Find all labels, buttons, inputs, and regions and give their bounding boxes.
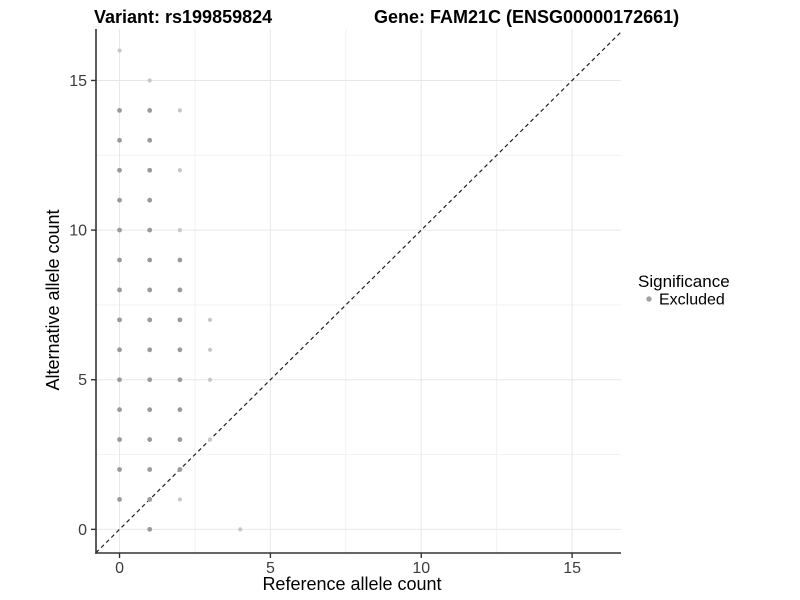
- data-point: [177, 347, 183, 353]
- data-point: [147, 197, 153, 203]
- data-point: [147, 287, 153, 293]
- data-point: [117, 197, 122, 203]
- data-point: [207, 377, 213, 382]
- data-point: [117, 377, 122, 383]
- data-point: [147, 526, 153, 532]
- data-point: [117, 257, 122, 263]
- identity-dashed-line: [95, 31, 622, 554]
- data-point: [238, 527, 243, 532]
- data-point: [117, 317, 122, 323]
- data-point: [147, 137, 153, 143]
- data-point: [117, 48, 122, 53]
- data-point: [117, 227, 122, 233]
- data-point: [147, 467, 153, 472]
- data-point: [207, 347, 213, 352]
- tick-label: 5: [266, 560, 275, 577]
- y-axis-tick-labels: 0 5 10 15: [69, 73, 87, 539]
- data-point: [177, 407, 183, 413]
- tick-label: 0: [115, 560, 124, 577]
- data-point: [147, 497, 153, 502]
- x-axis-tick-labels: 0 5 10 15: [115, 560, 581, 577]
- data-point: [117, 497, 122, 502]
- data-point: [147, 317, 153, 323]
- legend-title: Significance: [638, 272, 730, 291]
- data-point: [177, 377, 183, 383]
- data-point: [147, 227, 153, 233]
- data-point: [177, 437, 183, 442]
- data-point: [147, 437, 153, 442]
- data-point: [147, 377, 153, 383]
- data-point: [147, 257, 153, 263]
- legend-excluded-label: Excluded: [659, 292, 725, 309]
- data-point: [177, 257, 183, 263]
- data-point: [207, 317, 213, 322]
- y-axis-label: Alternative allele count: [43, 209, 63, 390]
- x-axis-tick-marks: [118, 553, 573, 558]
- major-gridlines: [96, 29, 621, 553]
- data-point: [117, 167, 122, 173]
- data-point: [147, 347, 153, 353]
- data-point: [147, 78, 152, 83]
- tick-label: 5: [78, 372, 87, 389]
- data-point: [117, 137, 122, 143]
- data-point: [177, 287, 183, 293]
- data-point: [177, 497, 182, 502]
- plot-title-gene: Gene: FAM21C (ENSG00000172661): [374, 7, 679, 27]
- data-point: [117, 407, 122, 413]
- tick-label: 0: [78, 522, 87, 539]
- tick-label: 10: [69, 223, 87, 240]
- data-point: [117, 287, 122, 293]
- data-point: [147, 167, 153, 173]
- scatter-points: [117, 48, 243, 532]
- tick-label: 15: [69, 73, 87, 90]
- data-point: [147, 107, 153, 113]
- data-point: [117, 347, 122, 353]
- tick-label: 10: [412, 560, 430, 577]
- data-point: [177, 108, 182, 113]
- data-point: [117, 107, 122, 113]
- x-axis-label: Reference allele count: [262, 574, 441, 594]
- data-point: [177, 168, 182, 173]
- data-point: [177, 228, 182, 233]
- data-point: [177, 467, 183, 472]
- legend-excluded-point-icon: [646, 296, 652, 302]
- y-axis-tick-marks: [91, 79, 96, 531]
- data-point: [207, 437, 213, 442]
- data-point: [147, 407, 153, 413]
- data-point: [117, 467, 122, 472]
- data-point: [117, 437, 122, 442]
- legend: Significance Excluded: [638, 272, 730, 309]
- minor-gridlines: [96, 29, 621, 553]
- data-point: [177, 317, 183, 323]
- tick-label: 15: [563, 560, 581, 577]
- plot-title-variant: Variant: rs199859824: [94, 7, 272, 27]
